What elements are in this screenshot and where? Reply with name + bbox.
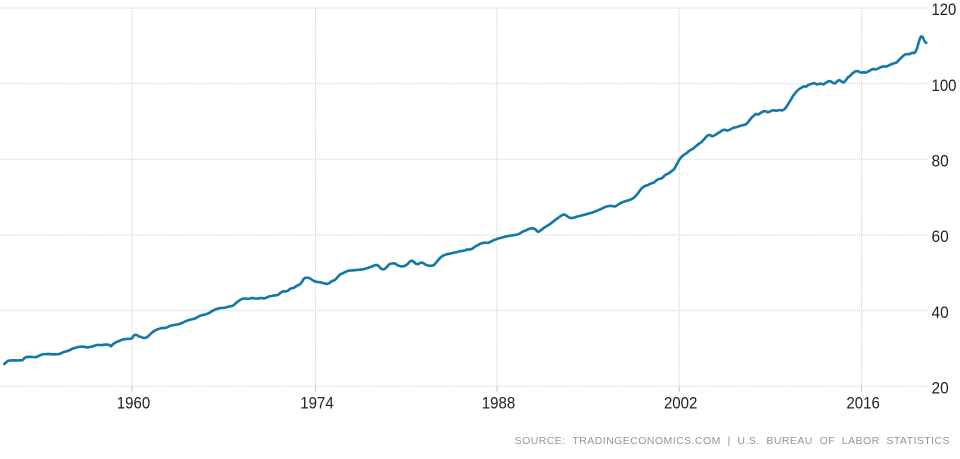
svg-text:80: 80 [932, 152, 949, 171]
svg-text:1974: 1974 [300, 393, 334, 412]
svg-text:1988: 1988 [482, 393, 516, 412]
svg-text:2016: 2016 [846, 393, 880, 412]
svg-text:100: 100 [932, 76, 957, 95]
svg-text:60: 60 [932, 227, 949, 246]
svg-text:2002: 2002 [664, 393, 698, 412]
svg-text:120: 120 [932, 0, 957, 19]
svg-text:SOURCE: TRADINGECONOMICS.COM: SOURCE: TRADINGECONOMICS.COM | U.S. BURE… [515, 435, 950, 447]
svg-text:1960: 1960 [117, 393, 151, 412]
svg-text:20: 20 [932, 379, 949, 398]
svg-text:40: 40 [932, 303, 949, 322]
